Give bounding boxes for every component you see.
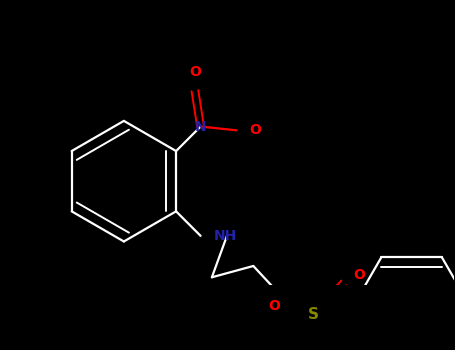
- Text: O: O: [353, 268, 365, 282]
- Text: O: O: [249, 123, 261, 137]
- Text: O: O: [268, 299, 280, 313]
- Text: N: N: [195, 120, 207, 134]
- Text: O: O: [189, 65, 201, 79]
- Text: S: S: [308, 307, 319, 322]
- Text: NH: NH: [214, 229, 237, 243]
